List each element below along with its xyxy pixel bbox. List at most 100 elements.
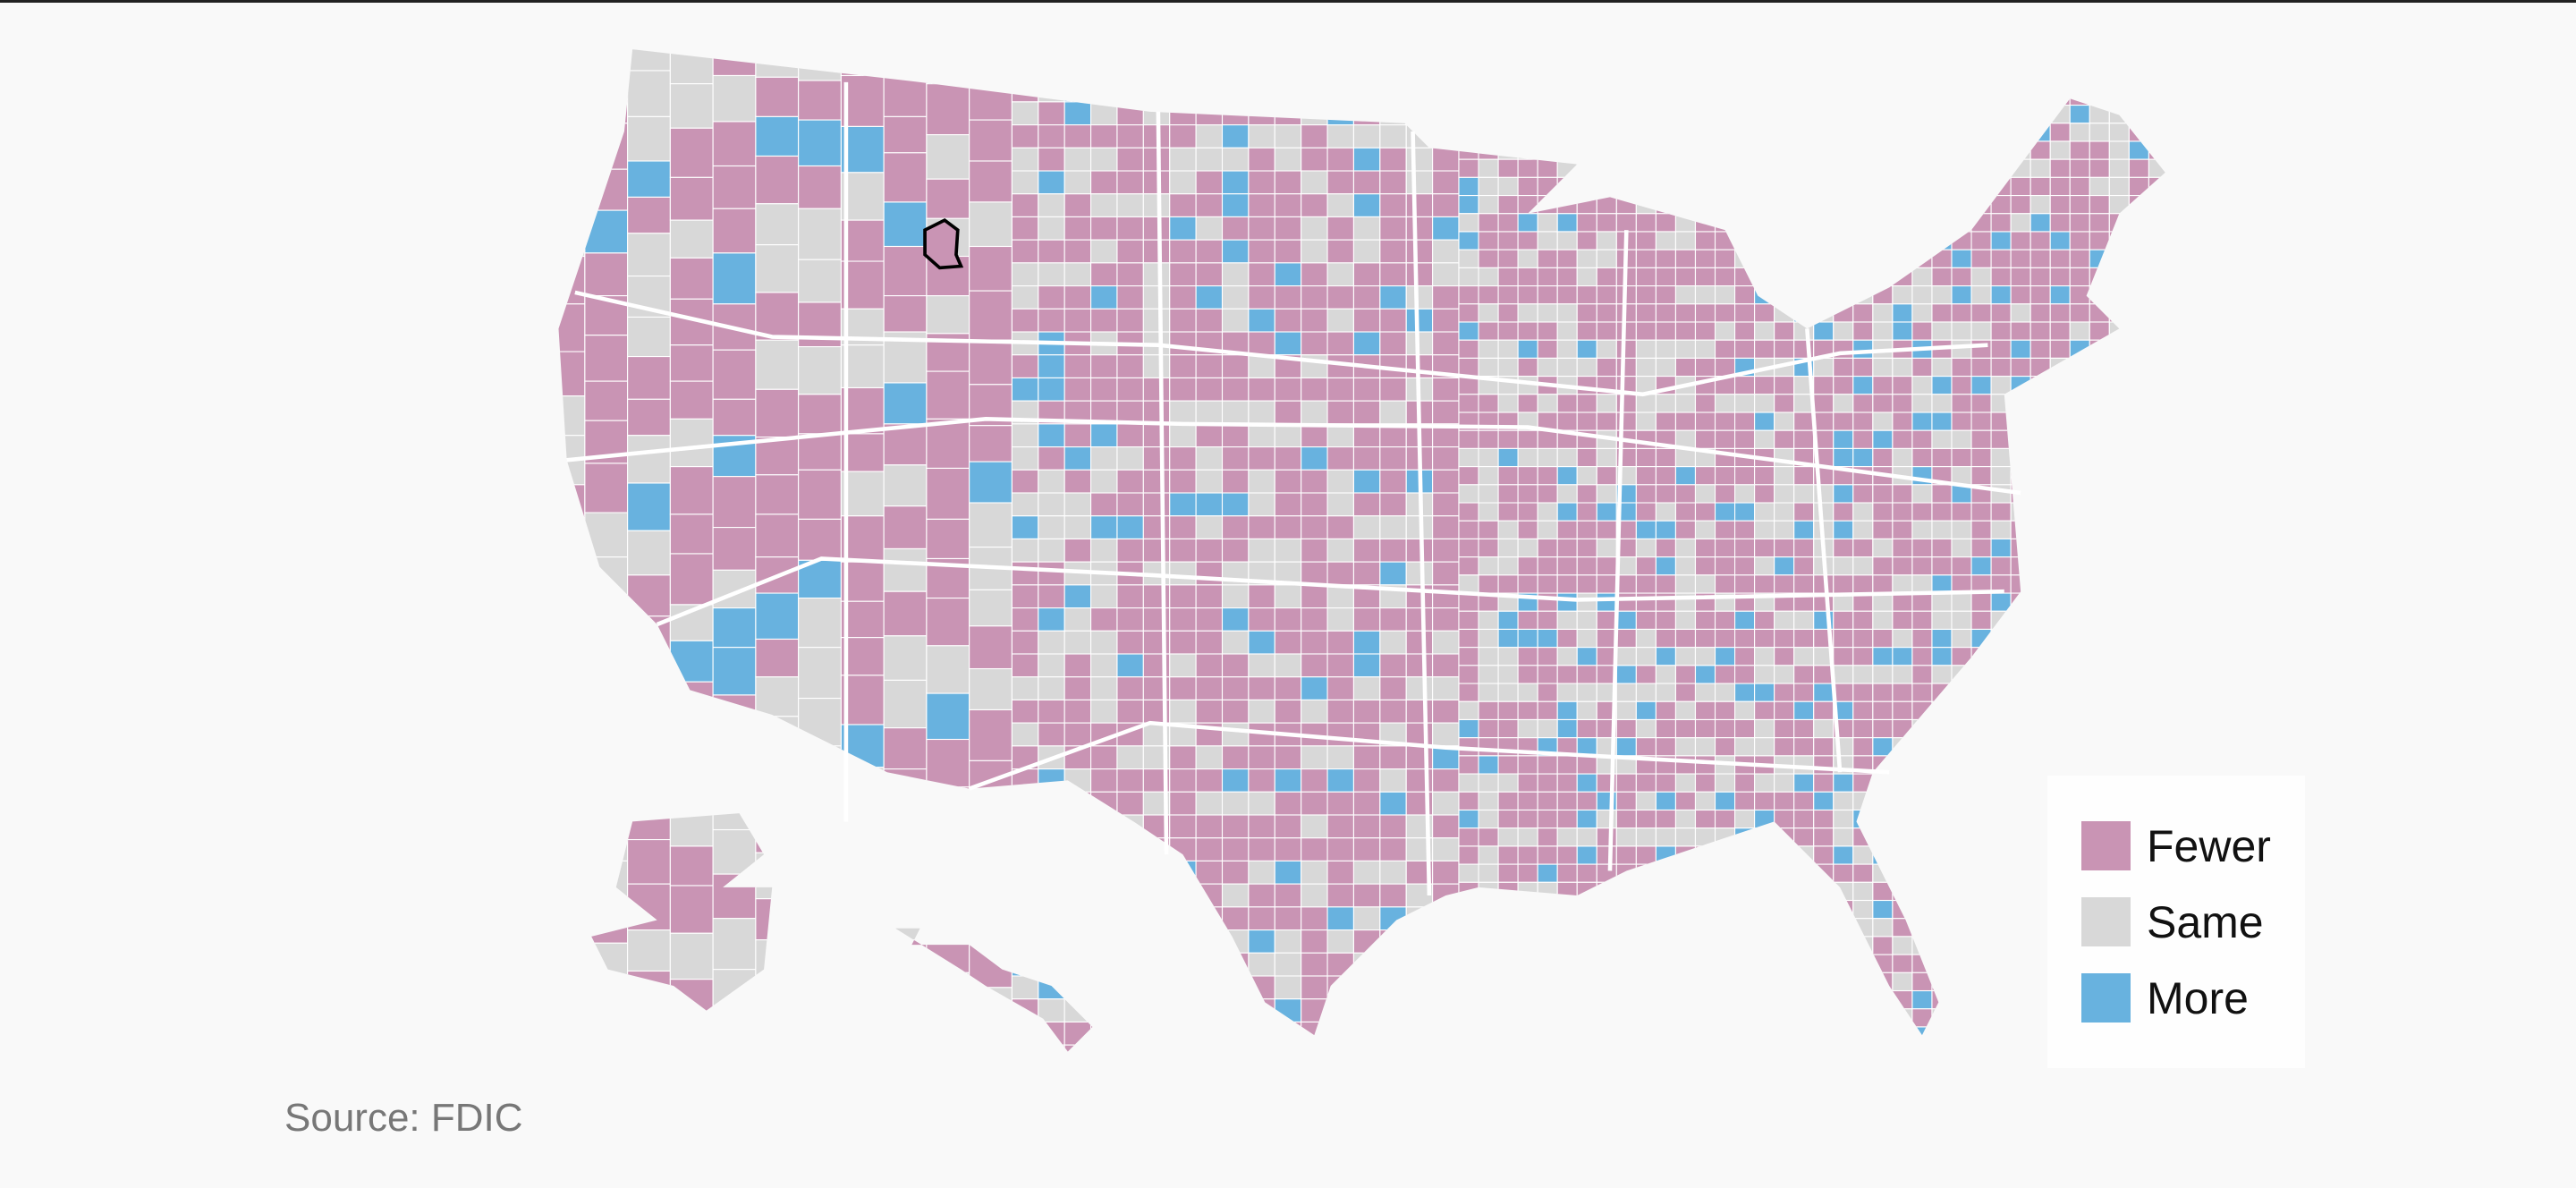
county (1674, 647, 1697, 666)
county (1090, 492, 1118, 517)
county (1556, 665, 1578, 684)
county (1432, 515, 1460, 539)
county (1833, 556, 1854, 576)
county (1754, 520, 1775, 539)
county (1576, 249, 1597, 268)
county (1635, 827, 1657, 847)
county (669, 513, 714, 555)
county (1833, 845, 1854, 865)
county (1116, 193, 1144, 217)
county (1458, 755, 1479, 775)
county (1274, 860, 1302, 885)
county (1517, 429, 1538, 449)
county (2010, 231, 2031, 250)
county (1615, 700, 1637, 721)
county (1852, 700, 1874, 721)
county (1221, 423, 1250, 448)
county (1793, 755, 1815, 775)
county (1833, 429, 1854, 449)
county (1951, 321, 1972, 341)
county (1714, 303, 1736, 323)
county (1774, 321, 1795, 341)
highlighted-county[interactable] (923, 217, 964, 270)
county (1432, 607, 1460, 632)
county (1274, 538, 1302, 563)
county (798, 433, 842, 471)
county (1274, 515, 1302, 539)
county (1892, 412, 1913, 431)
county (1195, 607, 1224, 632)
county (669, 83, 714, 129)
county (1301, 308, 1328, 333)
county (1352, 400, 1381, 425)
county (1655, 231, 1676, 250)
county (1793, 610, 1815, 631)
county (1714, 484, 1736, 504)
county (1734, 429, 1756, 449)
county (1352, 745, 1381, 770)
county (1615, 339, 1637, 359)
county (1038, 699, 1065, 724)
county (1793, 665, 1815, 684)
county (1478, 231, 1499, 250)
county (1352, 492, 1381, 517)
county (1793, 700, 1815, 721)
county (1478, 556, 1499, 576)
county (1674, 628, 1697, 649)
county (1248, 607, 1275, 632)
county (1833, 376, 1854, 395)
county (1951, 267, 1972, 287)
county (1793, 683, 1815, 702)
county (1478, 827, 1499, 847)
county (1432, 147, 1460, 172)
county (1615, 683, 1637, 702)
county (1517, 321, 1538, 341)
county (669, 344, 714, 382)
county (1038, 584, 1065, 609)
county (1432, 492, 1460, 517)
county (1195, 791, 1224, 816)
county (1063, 446, 1092, 471)
county (1655, 683, 1676, 702)
county (1432, 699, 1460, 724)
county (1556, 484, 1578, 504)
county (1116, 216, 1144, 241)
county (1116, 446, 1144, 471)
county (1951, 303, 1972, 323)
county (1576, 321, 1597, 341)
county (712, 476, 757, 529)
county (1576, 484, 1597, 504)
county (1116, 285, 1144, 310)
county (1169, 446, 1197, 471)
county (1674, 574, 1697, 594)
county (1852, 538, 1874, 558)
county (1655, 321, 1676, 341)
county (1951, 538, 1972, 558)
county (1274, 400, 1302, 425)
county (1734, 303, 1756, 323)
county (1754, 647, 1775, 666)
county (1038, 124, 1065, 148)
county (1195, 285, 1224, 310)
county (1774, 610, 1795, 631)
county (1090, 354, 1118, 378)
county (1576, 592, 1597, 612)
county (1301, 216, 1328, 241)
county (1221, 607, 1250, 632)
legend-swatch (2081, 821, 2131, 870)
county (1326, 262, 1354, 287)
county (1754, 339, 1775, 359)
county (1694, 556, 1716, 576)
county (1432, 446, 1460, 471)
county (1674, 484, 1697, 504)
county (1537, 683, 1558, 702)
county (1556, 592, 1578, 612)
county (1195, 676, 1224, 700)
county (1852, 412, 1874, 431)
county (1911, 665, 1933, 684)
county (1169, 814, 1197, 839)
county (1458, 176, 1479, 197)
county (1038, 446, 1065, 471)
county (1655, 556, 1676, 576)
county (1951, 429, 1972, 449)
